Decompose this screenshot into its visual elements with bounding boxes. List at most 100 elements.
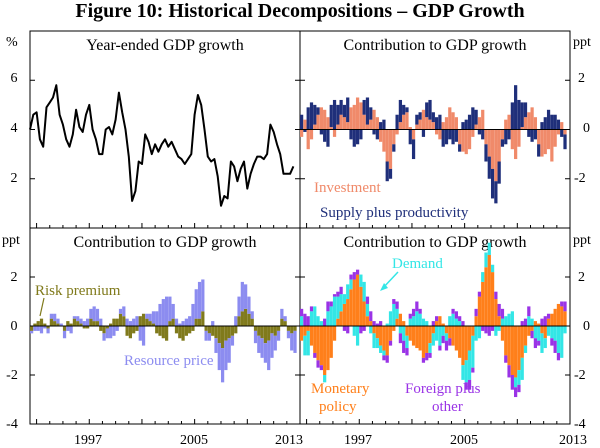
foreign-plus-other-bar: [375, 323, 379, 326]
foreign-plus-other-bar: [540, 318, 544, 326]
resource-price-bar: [105, 328, 109, 339]
investment-bar: [490, 129, 495, 169]
supply-plus-productivity-bar: [477, 129, 482, 135]
risk-premium-bar: [220, 326, 225, 349]
demand-bar: [490, 264, 495, 273]
risk-premium-bar: [171, 318, 175, 326]
risk-premium-bar: [76, 321, 80, 326]
monetary-policy-bar: [435, 321, 439, 326]
investment-bar: [523, 117, 528, 130]
resource-price-bar: [161, 299, 165, 326]
foreign-plus-other-bar: [471, 367, 475, 373]
supply-plus-productivity-bar: [421, 129, 426, 137]
monetary-policy-bar: [326, 326, 330, 371]
x-tick-label: 2013: [275, 433, 303, 448]
supply-plus-productivity-bar: [530, 129, 534, 142]
investment-bar: [464, 129, 468, 155]
demand-bar: [382, 350, 386, 356]
resource-price-bar: [184, 318, 188, 326]
resource-price-bar: [257, 335, 261, 353]
investment-bar: [385, 129, 389, 162]
foreign-plus-other-bar: [342, 326, 347, 331]
supply-plus-productivity-bar: [428, 99, 432, 120]
risk-premium-bar: [280, 318, 284, 326]
investment-bar: [517, 129, 521, 147]
demand-bar: [451, 313, 455, 326]
demand-bar: [326, 311, 330, 326]
demand-bar: [388, 311, 393, 326]
monetary-policy-bar: [474, 316, 478, 326]
investment-bar: [306, 129, 310, 150]
investment-bar: [477, 117, 482, 130]
foreign-plus-other-bar: [441, 335, 445, 344]
monetary-policy-bar: [323, 326, 327, 375]
risk-premium-bar: [109, 323, 113, 326]
resource-price-bar: [82, 321, 86, 326]
risk-premium-bar: [290, 326, 294, 334]
monetary-policy-bar: [300, 326, 304, 341]
risk-premium-bar: [56, 323, 60, 326]
investment-bar: [411, 129, 416, 140]
foreign-plus-other-bar: [497, 303, 501, 317]
foreign-plus-other-bar: [372, 321, 376, 326]
investment-bar: [425, 117, 429, 130]
supply-plus-productivity-bar: [379, 122, 383, 130]
supply-plus-productivity-bar: [527, 129, 531, 137]
supply-plus-productivity-bar: [402, 104, 406, 115]
demand-bar: [517, 370, 521, 385]
foreign-plus-other-bar: [514, 387, 518, 398]
demand-bar: [375, 338, 379, 349]
resource-price-bar: [72, 316, 77, 319]
risk-premium-bar: [267, 326, 271, 341]
monetary-policy-bar: [319, 326, 323, 366]
resource-price-bar: [33, 326, 37, 331]
demand-bar: [405, 335, 409, 349]
foreign-plus-other-bar: [458, 316, 462, 322]
investment-bar: [379, 129, 383, 142]
monetary-policy-bar: [398, 313, 403, 326]
investment-bar: [355, 97, 360, 130]
supply-plus-productivity-bar: [398, 99, 403, 123]
investment-bar: [520, 127, 524, 130]
resource-price-bar: [240, 281, 244, 312]
monetary-policy-bar: [431, 326, 435, 334]
monetary-policy-bar: [550, 313, 554, 326]
risk-premium-bar: [62, 326, 67, 331]
foreign-plus-other-bar: [395, 301, 399, 309]
demand-bar: [398, 326, 403, 334]
supply-plus-productivity-bar: [500, 139, 505, 147]
demand-bar: [359, 274, 363, 287]
resource-price-bar: [283, 316, 287, 322]
x-tick-label: 1997: [344, 433, 372, 448]
investment-bar: [352, 104, 356, 130]
resource-price-bar: [227, 338, 231, 363]
risk-premium-bar: [128, 326, 133, 339]
monetary-policy-bar: [346, 299, 350, 326]
demand-bar: [500, 318, 505, 326]
foreign-plus-other-bar: [352, 272, 356, 280]
resource-price-bar: [155, 311, 159, 326]
supply-plus-productivity-bar: [487, 156, 491, 179]
x-tick-label: 2005: [450, 433, 478, 448]
foreign-plus-other-bar: [411, 308, 416, 317]
risk-premium-bar: [184, 326, 188, 336]
supply-plus-productivity-bar: [550, 114, 554, 130]
risk-premium-bar: [112, 318, 116, 326]
risk-premium-bar: [168, 321, 172, 326]
demand-bar: [461, 365, 465, 380]
investment-bar: [458, 129, 462, 145]
supply-plus-productivity-bar: [303, 129, 307, 132]
demand-bar: [438, 326, 442, 346]
demand-bar: [560, 326, 564, 358]
demand-bar: [352, 326, 356, 336]
investment-bar: [303, 119, 307, 130]
risk-premium-bar: [224, 326, 228, 341]
demand-bar: [421, 318, 426, 326]
resource-price-bar: [197, 281, 202, 319]
risk-premium-bar: [194, 318, 198, 326]
risk-premium-bar: [138, 316, 142, 326]
demand-bar: [533, 326, 538, 339]
resource-price-bar: [109, 326, 113, 339]
investment-bar: [471, 129, 475, 137]
foreign-plus-other-bar: [408, 313, 412, 319]
